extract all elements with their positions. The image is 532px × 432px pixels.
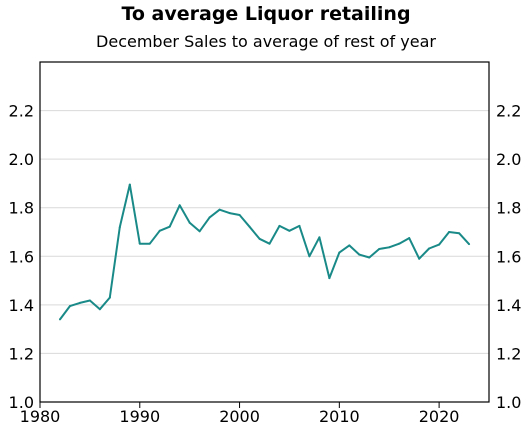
data-point	[298, 224, 301, 227]
data-point	[168, 225, 171, 228]
data-point	[148, 242, 151, 245]
data-point	[438, 243, 441, 246]
data-point	[348, 244, 351, 247]
data-point	[458, 232, 461, 235]
data-point	[358, 253, 361, 256]
data-point	[388, 246, 391, 249]
data-point	[268, 242, 271, 245]
data-point	[98, 308, 101, 311]
data-point	[88, 299, 91, 302]
data-point	[448, 231, 451, 233]
x-tick-label: 2010	[319, 407, 360, 426]
data-point	[238, 214, 241, 216]
data-point	[108, 296, 111, 299]
data-point	[178, 204, 181, 207]
data-point	[428, 247, 431, 250]
plot-frame	[39, 61, 490, 403]
y-tick-label-left: 2.0	[9, 150, 34, 169]
y-tick-label-right: 1.8	[496, 199, 521, 218]
data-point	[318, 236, 321, 239]
y-tick-label-left: 1.4	[9, 296, 34, 315]
chart-title: To average Liquor retailing	[121, 3, 411, 25]
data-point	[158, 229, 161, 232]
chart-subtitle: December Sales to average of rest of yea…	[96, 32, 436, 51]
data-point	[58, 318, 61, 321]
y-axis-right-ticks: 1.0 1.2 1.4 1.6 1.8 2.0 2.2	[496, 102, 521, 412]
data-point	[308, 255, 311, 258]
y-axis-left-ticks: 1.0 1.2 1.4 1.6 1.8 2.0 2.2	[9, 102, 34, 412]
y-tick-label-right: 2.2	[496, 102, 521, 121]
data-point	[378, 248, 381, 250]
y-tick-label-right: 1.6	[496, 247, 521, 266]
y-tick-label-left: 1.8	[9, 199, 34, 218]
data-point	[338, 251, 341, 254]
gridlines	[40, 110, 489, 354]
y-tick-label-left: 1.6	[9, 247, 34, 266]
y-tick-label-right: 1.2	[496, 344, 521, 363]
y-tick-label-left: 1.2	[9, 344, 34, 363]
data-point	[188, 221, 191, 224]
data-point	[408, 237, 411, 240]
data-point	[328, 277, 331, 280]
data-point	[78, 301, 81, 304]
series-points	[58, 183, 471, 321]
data-point	[278, 224, 281, 227]
x-tick-label: 1980	[20, 407, 61, 426]
x-tick-label: 2000	[219, 407, 260, 426]
data-point	[248, 225, 251, 228]
data-point	[118, 226, 121, 229]
data-point	[418, 257, 421, 260]
data-point	[468, 243, 471, 246]
data-point	[68, 305, 71, 308]
y-tick-label-right: 2.0	[496, 150, 521, 169]
data-point	[398, 242, 401, 245]
data-point	[288, 229, 291, 232]
data-point	[258, 237, 261, 240]
data-point	[138, 242, 141, 245]
data-point	[208, 216, 211, 219]
y-tick-label-right: 1.4	[496, 296, 521, 315]
data-point	[198, 230, 201, 233]
y-tick-label-left: 2.2	[9, 102, 34, 121]
data-point	[368, 256, 371, 259]
series-line	[59, 183, 470, 320]
x-tick-label: 1990	[119, 407, 160, 426]
y-tick-label-right: 1.0	[496, 393, 521, 412]
data-point	[128, 183, 131, 186]
x-tick-label: 2020	[419, 407, 460, 426]
data-point	[218, 208, 221, 211]
y-tick-label-left: 1.0	[9, 393, 34, 412]
x-axis-ticks: 1980 1990 2000 2010 2020	[20, 402, 460, 426]
data-point	[228, 212, 231, 215]
